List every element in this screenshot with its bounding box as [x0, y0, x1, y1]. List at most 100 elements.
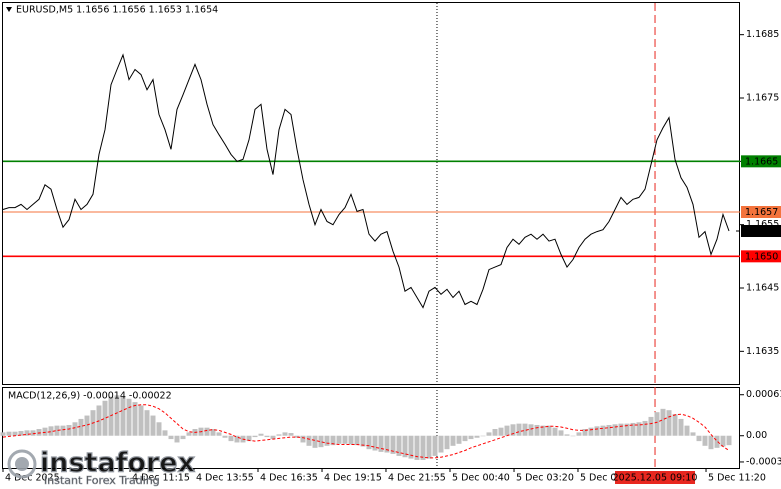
histogram-bar [672, 414, 678, 436]
histogram-bar [252, 435, 258, 438]
histogram-bar [384, 435, 390, 453]
histogram-bar [558, 430, 564, 436]
histogram-bar [630, 422, 636, 436]
y-tick-label: 1.1655 [746, 219, 779, 230]
histogram-bar [576, 432, 582, 436]
histogram-bar [648, 416, 654, 436]
y-tick-label: 0.00 [746, 430, 767, 441]
histogram-bar [54, 425, 60, 436]
histogram-bar [564, 434, 570, 436]
histogram-bar [408, 435, 414, 459]
histogram-bar [180, 435, 186, 440]
histogram-bar [372, 435, 378, 451]
histogram-bar [186, 432, 192, 436]
level-label: 1.1650 [745, 251, 778, 262]
level-label-bg [741, 250, 781, 263]
histogram-bar [678, 418, 684, 436]
price-line [2, 53, 730, 309]
plot-layer: 1.1685 1.1675 1.1665 1.1655 1.1645 1.1635 1.16… [0, 3, 781, 484]
histogram-bar [336, 435, 342, 444]
level-label: 1.1665 [745, 156, 778, 167]
x-tick-label: 5 Dec 03:20 [516, 473, 574, 484]
histogram-bar [342, 435, 348, 444]
price-panel-frame [2, 2, 740, 385]
watermark: instaforex Instant Forex Trading [7, 447, 196, 487]
histogram-bar [120, 396, 126, 436]
x-tick-label: 5 Dec 06:00 [580, 473, 638, 484]
histogram-bar [312, 435, 318, 448]
histogram-bar [462, 435, 468, 442]
histogram-bar [690, 432, 696, 436]
histogram-bar [444, 435, 450, 450]
histogram-bar [516, 423, 522, 436]
histogram-bar [726, 435, 732, 446]
histogram-bar [222, 435, 228, 438]
histogram-bar [594, 426, 600, 436]
histogram-bar [318, 435, 324, 448]
histogram-bar [624, 423, 630, 436]
macd-panel-frame [2, 387, 740, 469]
histogram-bar [474, 435, 480, 438]
signal-line [2, 404, 730, 459]
histogram-bar [504, 425, 510, 436]
histogram-bar [468, 435, 474, 440]
histogram-bar [498, 427, 504, 436]
histogram-bar [426, 435, 432, 459]
histogram-bar [546, 425, 552, 436]
histogram-bar [438, 435, 444, 453]
histogram-bar [258, 433, 264, 436]
histogram-bar [510, 424, 516, 436]
histogram-bar [84, 415, 90, 436]
histogram-bar [66, 424, 72, 436]
y-tick-label: 1.1645 [746, 283, 779, 294]
histogram-bar [660, 408, 666, 436]
level-label: 1.1654 [745, 226, 778, 237]
histogram-bar [666, 410, 672, 436]
level-label: 1.1657 [745, 207, 778, 218]
histogram-bar [288, 433, 294, 436]
histogram-bar [108, 396, 114, 436]
histogram-bar [330, 435, 336, 446]
histogram-bar [396, 435, 402, 456]
level-label-bg [741, 206, 781, 218]
histogram-bar [150, 415, 156, 436]
y-tick-label: 1.1635 [746, 346, 779, 357]
histogram-bar [42, 427, 48, 436]
histogram-bar [216, 432, 222, 436]
histogram-bar [456, 435, 462, 444]
crosshair-label-bg [615, 471, 696, 484]
histogram-bar [654, 412, 660, 436]
histogram-bar [162, 430, 168, 436]
histogram-bar [348, 435, 354, 445]
histogram-bar [570, 435, 576, 437]
level-label-bg [741, 155, 781, 168]
histogram-bar [720, 435, 726, 447]
histogram-bar [714, 435, 720, 448]
histogram-bar [612, 424, 618, 436]
histogram-bar [24, 430, 30, 436]
histogram-bar [276, 434, 282, 436]
histogram-bar [480, 435, 486, 437]
histogram-bar [48, 426, 54, 436]
x-tick-label: 4 Dec 2025 [5, 473, 60, 484]
histogram-bar [642, 420, 648, 436]
histogram-bar [234, 435, 240, 443]
x-tick-label: 4 Dec 21:55 [388, 473, 446, 484]
x-tick-label: 4 Dec 16:35 [260, 473, 318, 484]
histogram-bar [684, 425, 690, 436]
histogram-bar [402, 435, 408, 458]
histogram-bar [168, 435, 174, 440]
histogram-bar [18, 431, 24, 436]
histogram-bar [450, 435, 456, 446]
histogram-bar [366, 435, 372, 450]
price-title: EURUSD,M5 1.1656 1.1656 1.1653 1.1654 [16, 5, 218, 16]
histogram-bar [0, 432, 6, 436]
histogram-bar [30, 430, 36, 436]
histogram-bar [582, 429, 588, 436]
crosshair-label: 2025.12.05 09:10 [613, 473, 698, 484]
histogram-bar [708, 435, 714, 450]
histogram-bar [702, 435, 708, 446]
histogram-bar [300, 435, 306, 443]
histogram-bar [36, 429, 42, 436]
title-arrow [6, 7, 12, 12]
